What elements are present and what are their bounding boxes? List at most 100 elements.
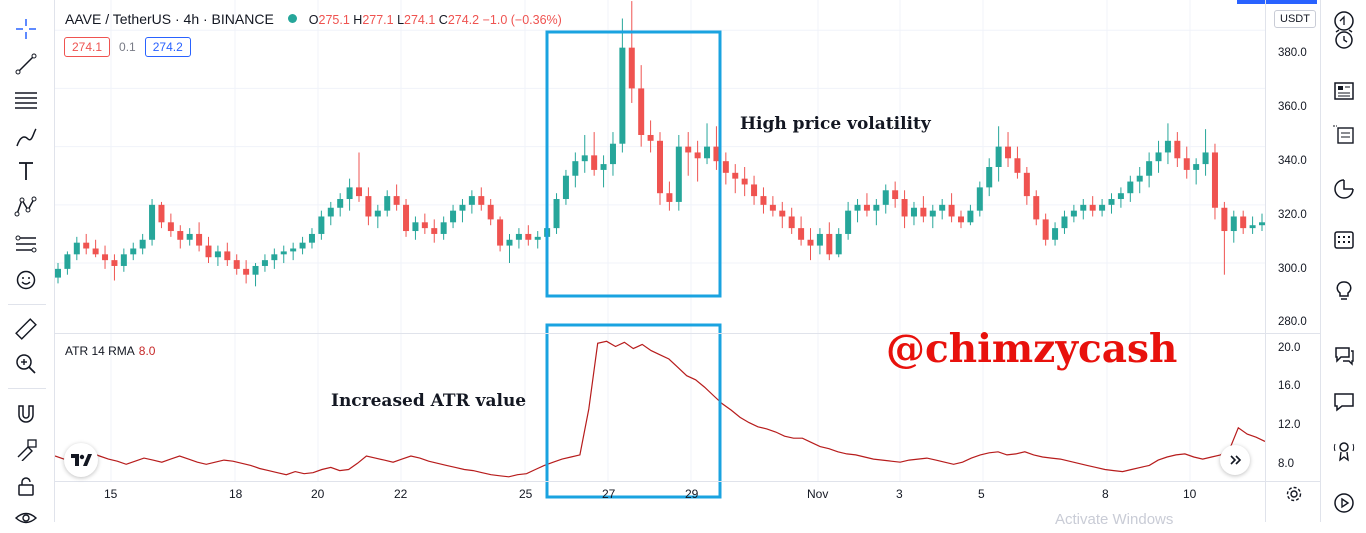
candle-body <box>506 239 513 246</box>
stream-icon[interactable] <box>1327 434 1361 468</box>
candle-body <box>534 236 541 240</box>
candle-body <box>459 204 466 211</box>
candle-body <box>685 146 692 153</box>
magnet-icon[interactable] <box>9 399 43 429</box>
pane-divider[interactable] <box>55 333 1320 334</box>
candle-body <box>1023 172 1030 197</box>
candle-body <box>1193 164 1200 170</box>
candle-body <box>1164 140 1171 153</box>
candle-body <box>1099 204 1106 211</box>
news-icon[interactable] <box>1327 74 1361 108</box>
watchlist-icon[interactable] <box>1327 4 1361 38</box>
candle-body <box>205 245 212 258</box>
candle-body <box>83 242 90 249</box>
settings-gear-icon[interactable] <box>1285 485 1303 508</box>
candle-body <box>327 207 334 217</box>
candle-body <box>186 233 193 240</box>
atr-scale-label: 12.0 <box>1278 419 1301 431</box>
candle-body <box>1136 175 1143 182</box>
candle-body <box>487 204 494 220</box>
candle-body <box>562 175 569 200</box>
candle-body <box>64 254 71 269</box>
pattern-icon[interactable] <box>9 192 43 222</box>
candle-body <box>1080 204 1087 211</box>
candle-body <box>600 164 607 170</box>
buy-price-badge[interactable]: 274.2 <box>144 37 191 57</box>
candle-body <box>130 248 137 255</box>
ideas-bulb-icon[interactable] <box>1327 274 1361 308</box>
candle-body <box>798 228 805 240</box>
broadcast-icon[interactable] <box>1327 486 1361 520</box>
candle-body <box>403 204 410 232</box>
scroll-to-realtime-button[interactable] <box>1220 445 1250 475</box>
watermark-text: @chimzycash <box>886 326 1178 372</box>
candle-body <box>102 254 109 261</box>
candle-body <box>280 251 287 255</box>
comment-icon[interactable] <box>1327 385 1361 419</box>
time-axis-divider <box>55 481 1320 482</box>
hotlist-icon[interactable] <box>1327 118 1361 152</box>
candle-body <box>167 222 174 232</box>
candle-body <box>609 143 616 165</box>
candle-body <box>722 161 729 173</box>
prediction-icon[interactable] <box>9 228 43 258</box>
candle-body <box>271 254 278 261</box>
candle-body <box>515 233 522 240</box>
eye-icon[interactable] <box>9 503 43 533</box>
candle-body <box>873 204 880 211</box>
candle-body <box>986 167 993 188</box>
candle-body <box>694 152 701 159</box>
candle-body <box>139 239 146 249</box>
tradingview-logo-icon[interactable] <box>64 443 98 477</box>
fib-retracement-icon[interactable] <box>9 85 43 115</box>
currency-unit-button[interactable]: USDT <box>1274 10 1316 28</box>
candle-body <box>1211 152 1218 208</box>
candle-body <box>854 204 861 211</box>
price-scale[interactable]: USDT 380.0 360.0 340.0 320.0 300.0 280.0… <box>1265 0 1321 522</box>
price-label: 320.0 <box>1278 209 1307 221</box>
trend-line-icon[interactable] <box>9 49 43 79</box>
buy-sell-badges: 274.1 0.1 274.2 <box>64 37 191 57</box>
candle-body <box>290 248 297 252</box>
atr-legend[interactable]: ATR 14 RMA 8.0 <box>65 344 155 358</box>
calendar-icon[interactable] <box>1327 222 1361 256</box>
lock-icon[interactable] <box>9 471 43 501</box>
symbol-legend[interactable]: AAVE / TetherUS · 4h · BINANCE O275.1 H27… <box>65 11 562 27</box>
candle-body <box>299 242 306 249</box>
candle-body <box>1155 152 1162 162</box>
candle-body <box>1089 204 1096 211</box>
symbol-title[interactable]: AAVE / TetherUS · 4h · BINANCE <box>65 11 274 27</box>
alert-clock-icon[interactable] <box>1327 22 1361 56</box>
candle-body <box>149 204 156 240</box>
candle-body <box>713 146 720 162</box>
sell-price-badge[interactable]: 274.1 <box>64 37 111 57</box>
candle-body <box>177 231 184 240</box>
atr-label: ATR 14 RMA <box>65 344 135 358</box>
price-chart[interactable] <box>54 0 1266 522</box>
candle-body <box>252 265 259 275</box>
candle-body <box>412 222 419 232</box>
atr-highlight-box <box>545 323 722 499</box>
crosshair-icon[interactable] <box>9 14 43 44</box>
candle-body <box>1174 140 1181 159</box>
lock-drawing-icon[interactable] <box>9 434 43 464</box>
chart-canvas[interactable] <box>54 0 1266 522</box>
candle-body <box>224 251 231 261</box>
data-window-icon[interactable] <box>1327 172 1361 206</box>
chat-icon[interactable] <box>1327 338 1361 372</box>
candle-body <box>619 47 626 144</box>
zoom-in-icon[interactable] <box>9 349 43 379</box>
text-icon[interactable] <box>9 156 43 186</box>
candle-body <box>384 196 391 211</box>
emoji-icon[interactable] <box>9 265 43 295</box>
right-sidebar <box>1320 0 1366 522</box>
annotation-increased-atr: Increased ATR value <box>331 391 527 411</box>
candle-body <box>1249 225 1256 229</box>
accent-bar <box>1237 0 1317 4</box>
candle-body <box>1221 207 1228 232</box>
ruler-icon[interactable] <box>9 314 43 344</box>
candle-body <box>741 178 748 185</box>
brush-icon[interactable] <box>9 122 43 152</box>
candle-body <box>967 210 974 223</box>
time-axis-label: 18 <box>229 487 243 501</box>
